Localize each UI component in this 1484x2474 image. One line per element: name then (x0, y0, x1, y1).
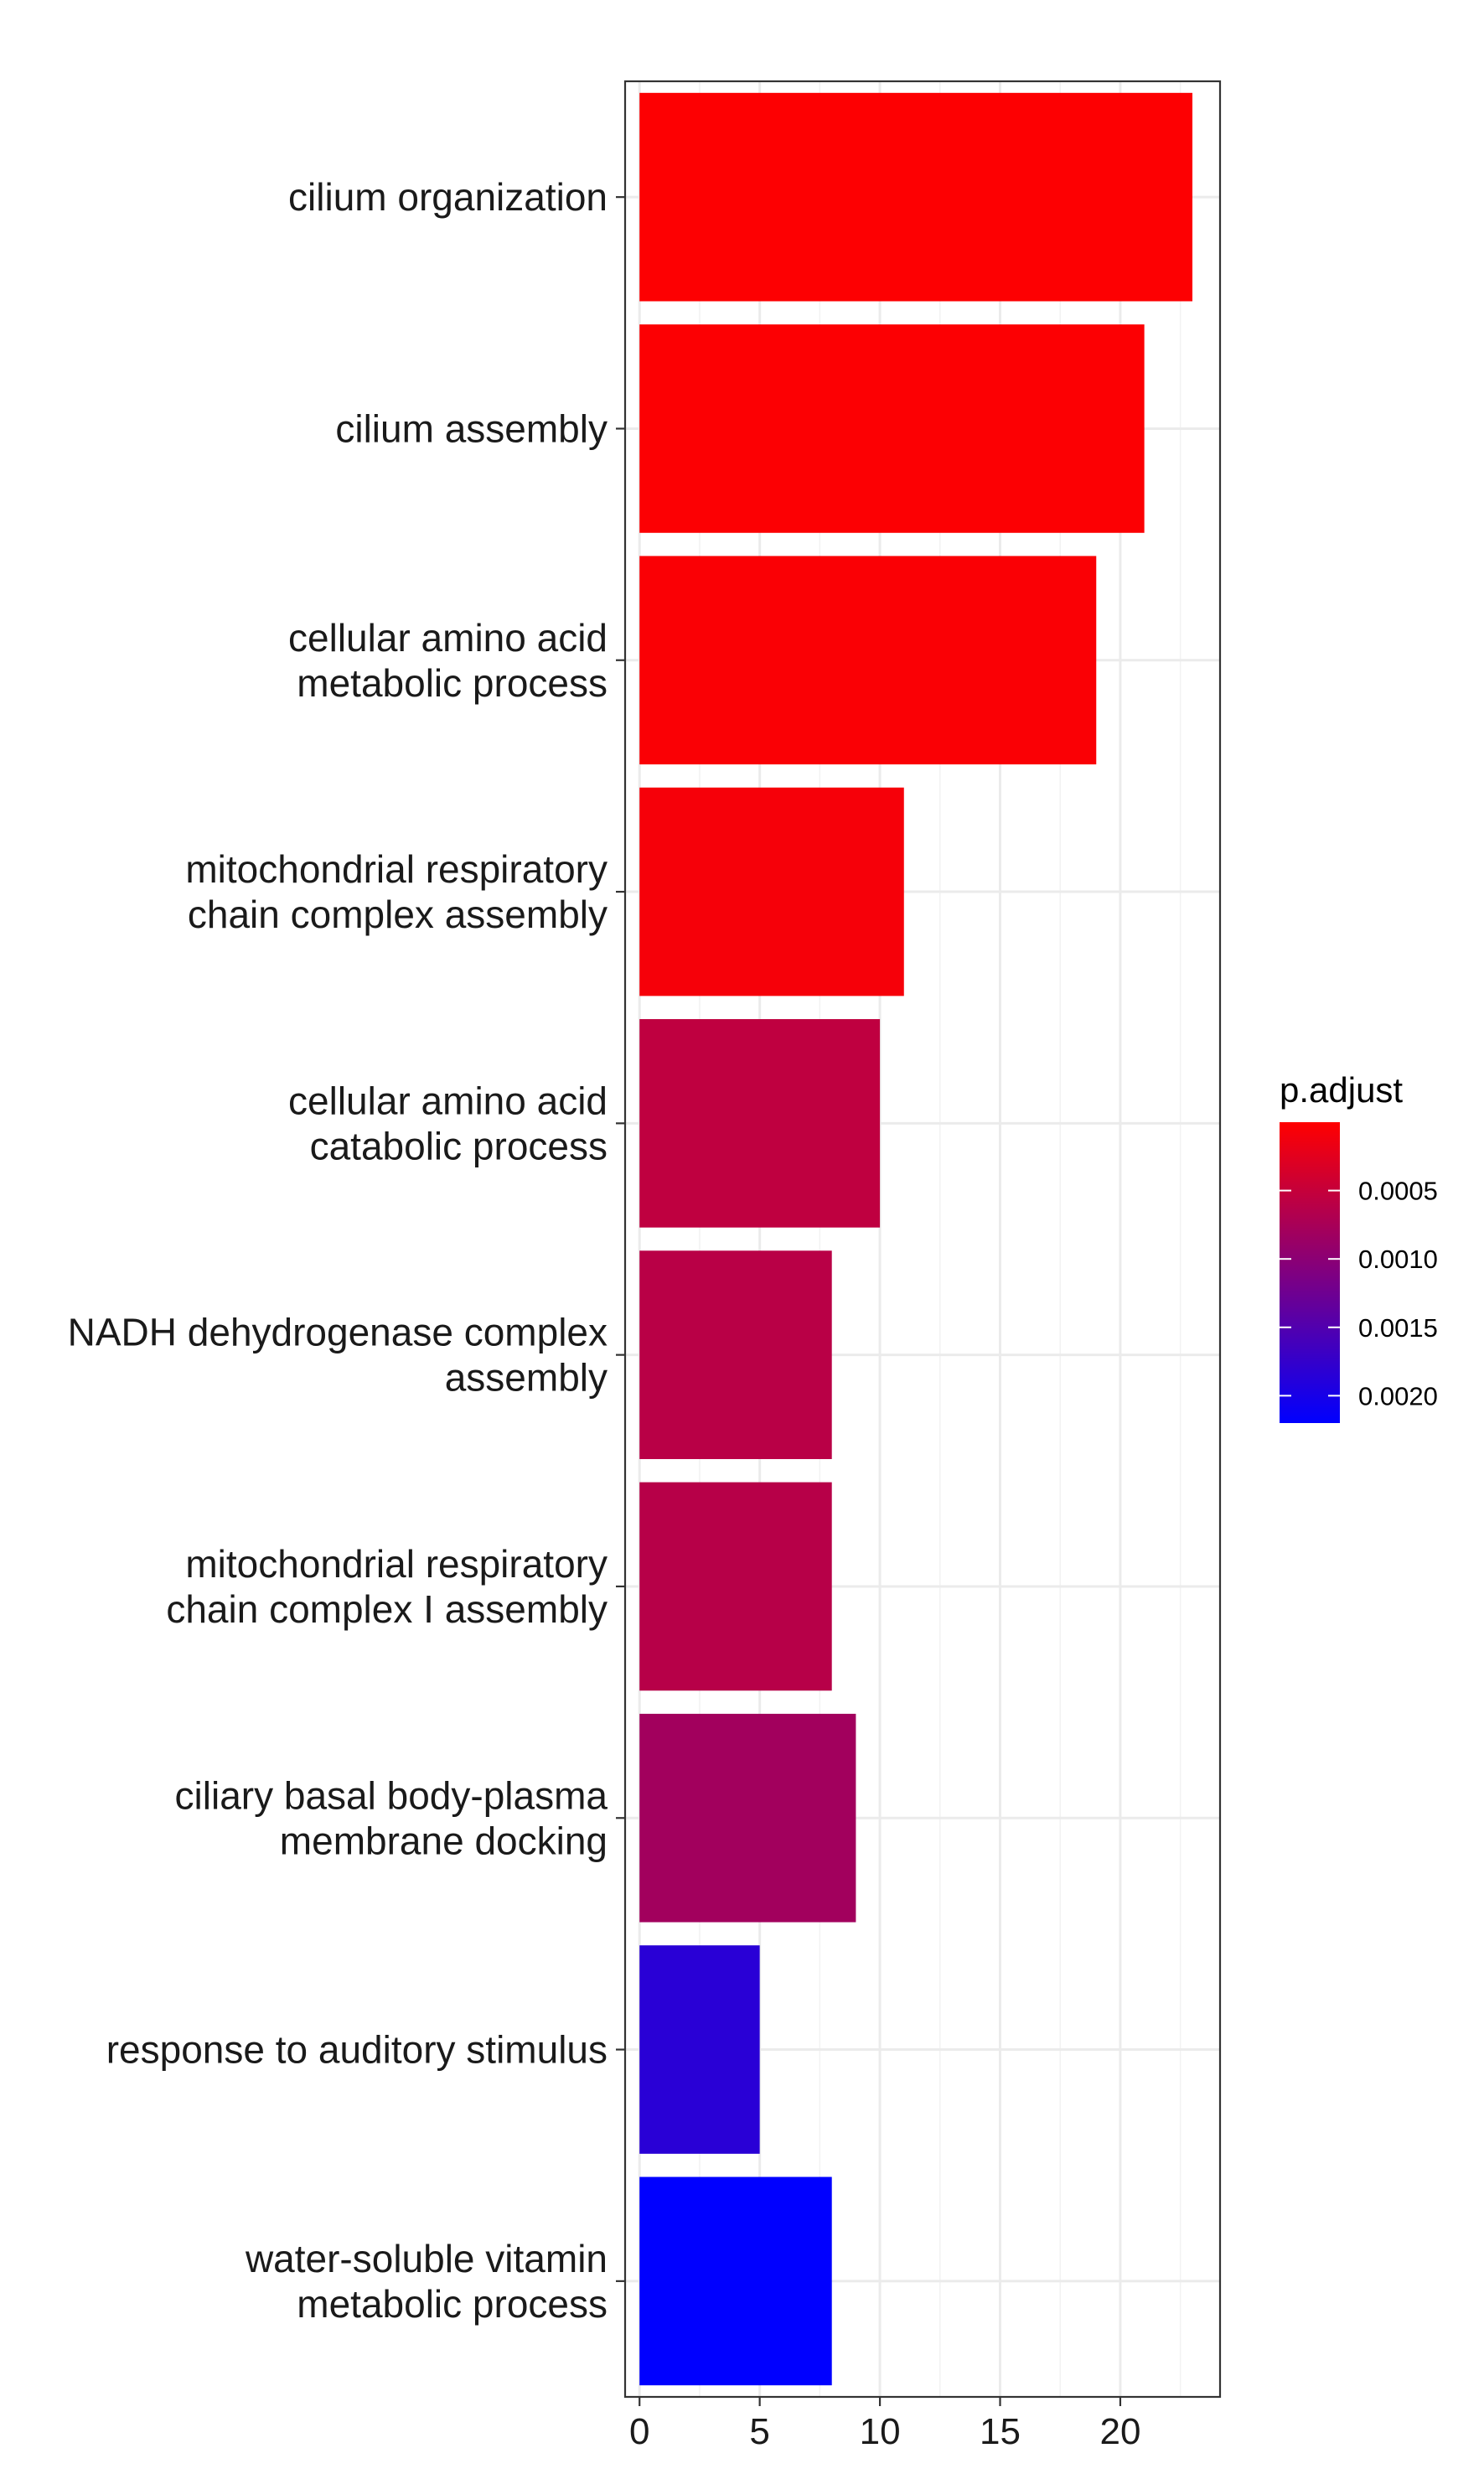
category-label: metabolic process (297, 661, 608, 705)
category-label: response to auditory stimulus (106, 2028, 608, 2072)
x-tick-label: 5 (749, 2411, 769, 2452)
legend-tick-label: 0.0005 (1358, 1177, 1438, 1206)
bar (639, 787, 904, 996)
category-label: cilium assembly (335, 406, 608, 450)
legend: p.adjust 0.0005 0.0010 0.0015 0.0020 (1280, 1070, 1438, 1423)
bar (639, 1482, 832, 1691)
legend-tick-label: 0.0015 (1358, 1313, 1438, 1343)
category-label: assembly (445, 1356, 608, 1400)
category-label: cilium organization (288, 175, 608, 219)
x-tick-label: 20 (1099, 2411, 1140, 2452)
category-label: NADH dehydrogenase complex (68, 1311, 608, 1354)
category-label: mitochondrial respiratory (185, 1542, 608, 1586)
bar (639, 324, 1145, 533)
category-label: chain complex assembly (188, 893, 608, 936)
category-label: mitochondrial respiratory (185, 847, 608, 891)
category-label: membrane docking (280, 1819, 608, 1862)
legend-title: p.adjust (1280, 1070, 1403, 1110)
bar (639, 92, 1193, 302)
x-tick-label: 15 (980, 2411, 1021, 2452)
category-label: water-soluble vitamin (245, 2237, 608, 2280)
category-label: ciliary basal body-plasma (175, 1773, 608, 1817)
bar (639, 556, 1097, 765)
bars (639, 92, 1193, 2386)
x-tick-label: 0 (629, 2411, 649, 2452)
legend-ticks: 0.0005 0.0010 0.0015 0.0020 (1280, 1177, 1438, 1410)
x-axis: 0 5 10 15 20 (629, 2397, 1140, 2452)
bar (639, 1713, 856, 1923)
category-label: metabolic process (297, 2282, 608, 2326)
x-tick-label: 10 (860, 2411, 901, 2452)
legend-tick-label: 0.0010 (1358, 1245, 1438, 1274)
bar (639, 2176, 832, 2386)
panel-border (623, 80, 1222, 2399)
bar (639, 1945, 760, 2154)
category-label: cellular amino acid (288, 1079, 608, 1122)
bar (639, 1250, 832, 1459)
legend-colorbar (1280, 1122, 1340, 1423)
legend-tick-label: 0.0020 (1358, 1381, 1438, 1410)
bar (639, 1019, 881, 1228)
category-label: chain complex I assembly (166, 1587, 608, 1631)
category-label: cellular amino acid (288, 616, 608, 660)
y-axis: cilium organization cilium assembly cellul… (68, 175, 625, 2326)
category-label: catabolic process (310, 1124, 608, 1167)
